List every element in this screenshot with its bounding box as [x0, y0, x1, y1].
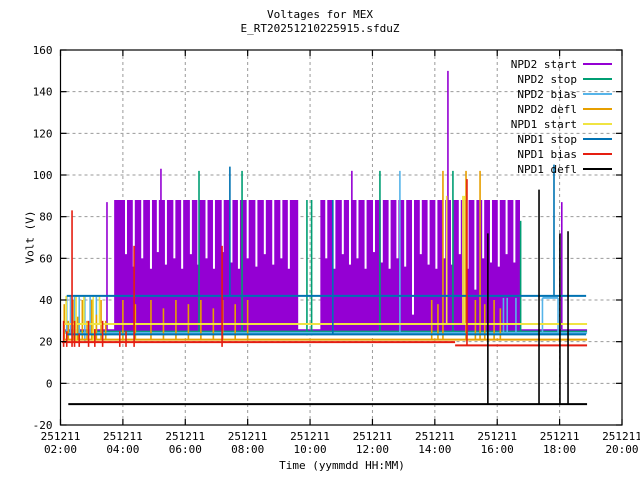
- y-tick-label: 60: [39, 252, 52, 265]
- y-tick-label: 40: [39, 294, 52, 307]
- legend-entry-npd2-stop: NPD2 stop: [517, 73, 612, 86]
- y-tick-label: 140: [33, 86, 53, 99]
- y-tick-label: 100: [33, 169, 53, 182]
- legend-label: NPD1 bias: [517, 148, 577, 161]
- axis-frame: [59, 49, 623, 426]
- x-axis-label: Time (yymmdd HH:MM): [279, 459, 405, 472]
- x-tick-date: 251211: [41, 430, 81, 443]
- x-tick-time: 06:00: [169, 443, 202, 456]
- legend-entry-npd2-start: NPD2 start: [511, 58, 612, 71]
- legend-entry-npd1-start: NPD1 start: [511, 118, 612, 131]
- legend-entry-npd1-bias: NPD1 bias: [517, 148, 612, 161]
- y-tick-label: 0: [46, 377, 53, 390]
- legend-label: NPD2 stop: [517, 73, 577, 86]
- axis-ticks: [59, 49, 623, 426]
- y-tick-label: 80: [39, 211, 52, 224]
- legend-label: NPD2 start: [511, 58, 577, 71]
- x-tick-date: 251211: [415, 430, 455, 443]
- series-npd1-defl: [68, 189, 588, 406]
- x-tick-date: 251211: [165, 430, 205, 443]
- x-tick-time: 04:00: [106, 443, 139, 456]
- x-tick-date: 251211: [353, 430, 393, 443]
- x-tick-date: 251211: [228, 430, 268, 443]
- series-npd1-stop: [66, 164, 587, 336]
- x-tick-time: 14:00: [418, 443, 451, 456]
- legend-entry-npd1-stop: NPD1 stop: [517, 133, 612, 146]
- legend-label: NPD1 stop: [517, 133, 577, 146]
- x-tick-time: 20:00: [605, 443, 638, 456]
- legend-entry-npd2-bias: NPD2 bias: [517, 88, 612, 101]
- y-tick-label: 120: [33, 127, 53, 140]
- x-tick-time: 16:00: [481, 443, 514, 456]
- x-tick-date: 251211: [477, 430, 517, 443]
- x-tick-time: 02:00: [44, 443, 77, 456]
- legend-label: NPD1 start: [511, 118, 577, 131]
- x-tick-date: 251211: [290, 430, 330, 443]
- chart-title: Voltages for MEX: [267, 8, 373, 21]
- tick-labels: 25121102:0025121104:0025121106:002512110…: [33, 44, 640, 456]
- legend-label: NPD2 bias: [517, 88, 577, 101]
- legend-label: NPD1 defl: [517, 163, 577, 176]
- y-tick-label: 20: [39, 336, 52, 349]
- x-tick-time: 12:00: [356, 443, 389, 456]
- legend-entry-npd2-defl: NPD2 defl: [517, 103, 612, 116]
- y-tick-label: 160: [33, 44, 53, 57]
- x-tick-time: 18:00: [543, 443, 576, 456]
- chart-subtitle: E_RT20251210225915.sfduZ: [240, 22, 400, 35]
- legend-entry-npd1-defl: NPD1 defl: [517, 163, 612, 176]
- x-tick-time: 08:00: [231, 443, 264, 456]
- x-tick-time: 10:00: [293, 443, 326, 456]
- series-npd2-start: [65, 70, 588, 334]
- y-tick-label: -20: [33, 419, 53, 432]
- legend-label: NPD2 defl: [517, 103, 577, 116]
- x-tick-date: 251211: [103, 430, 143, 443]
- x-tick-date: 251211: [540, 430, 580, 443]
- series-npd1-bias: [62, 179, 588, 347]
- x-tick-date: 251211: [602, 430, 640, 443]
- legend: NPD2 start NPD2 stop NPD2 bias NPD2 defl NPD…: [511, 58, 612, 176]
